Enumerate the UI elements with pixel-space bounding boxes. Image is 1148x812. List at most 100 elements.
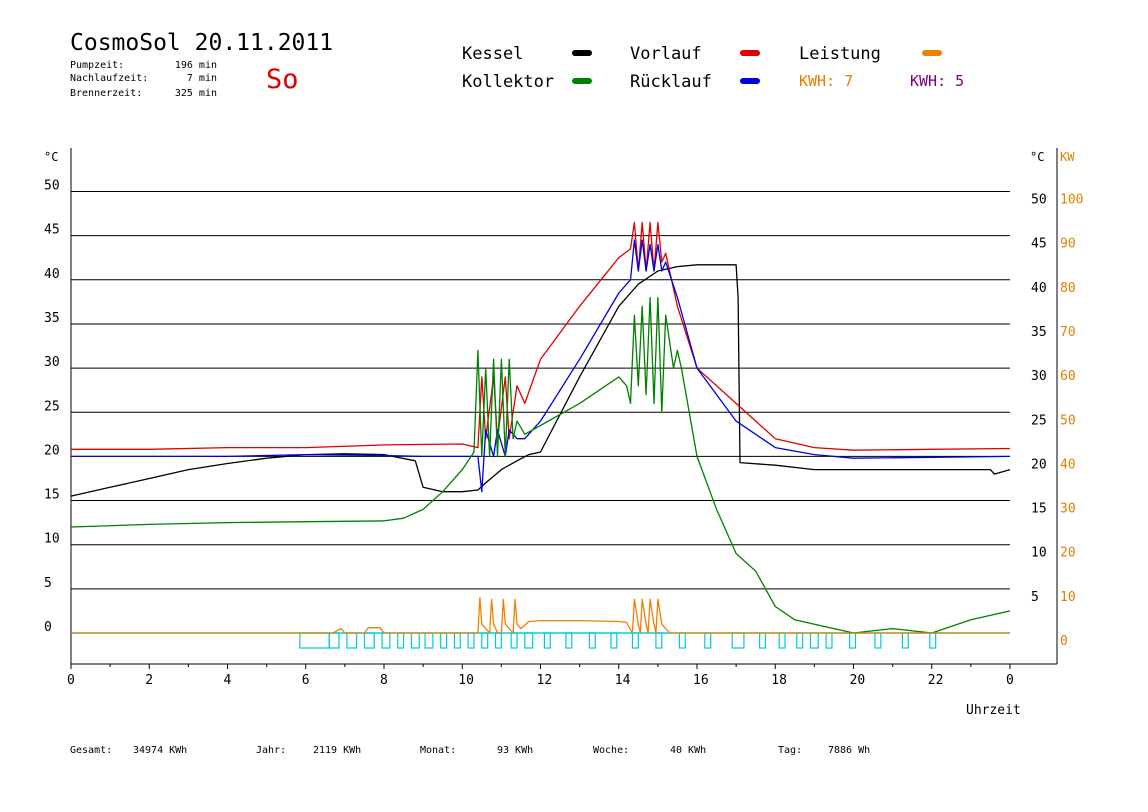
y-axis-right: 5 10 15 20 25 30 35 40 45 50 xyxy=(1031,193,1047,605)
pump-on-marker xyxy=(655,632,663,649)
y-tick-label-right: 40 xyxy=(1031,281,1047,296)
pump-on-marker xyxy=(631,632,639,649)
legend-label-leistung: Leistung xyxy=(799,44,881,64)
legend-label-ruecklauf: Rücklauf xyxy=(630,72,712,92)
pump-on-marker xyxy=(758,632,767,649)
kw-tick-label: 30 xyxy=(1060,502,1076,517)
pump-on-marker xyxy=(410,632,420,649)
x-axis-label: Uhrzeit xyxy=(966,703,1021,718)
pump-on-marker xyxy=(440,632,448,649)
footer-woche-label: Woche: xyxy=(593,745,629,756)
y-tick-label: 5 xyxy=(44,576,52,591)
x-tick-label: 20 xyxy=(850,673,866,688)
legend-swatch-vorlauf xyxy=(740,50,760,56)
footer-gesamt-value: 34974 KWh xyxy=(133,745,187,756)
pump-on-marker xyxy=(678,632,686,649)
x-tick-label: 14 xyxy=(615,673,631,688)
y-tick-label-right: 50 xyxy=(1031,193,1047,208)
footer-tag-value: 7886 Wh xyxy=(828,745,870,756)
pump-on-marker xyxy=(901,632,909,649)
pump-on-marker xyxy=(467,632,475,649)
kw-tick-label: 60 xyxy=(1060,369,1076,384)
legend-label-kollektor: Kollektor xyxy=(462,72,554,92)
kw-tick-label: 20 xyxy=(1060,546,1076,561)
y-tick-label: 50 xyxy=(44,179,60,194)
left-axis-unit: °C xyxy=(44,150,58,164)
pump-on-marker xyxy=(543,632,551,649)
stat-label: Nachlaufzeit: xyxy=(70,73,148,84)
pump-on-marker xyxy=(809,632,819,649)
pump-on-marker xyxy=(704,632,712,649)
y-tick-label: 20 xyxy=(44,443,60,458)
pump-on-marker xyxy=(510,632,518,649)
kw-tick-label: 40 xyxy=(1060,457,1076,472)
footer-jahr-value: 2119 KWh xyxy=(313,745,361,756)
y-tick-label-right: 30 xyxy=(1031,369,1047,384)
y-tick-label: 40 xyxy=(44,267,60,282)
pump-on-marker xyxy=(453,632,461,649)
kw-tick-label: 70 xyxy=(1060,325,1076,340)
legend-label-vorlauf: Vorlauf xyxy=(630,44,702,64)
kw-tick-label: 0 xyxy=(1060,634,1068,649)
pump-on-marker xyxy=(565,632,573,649)
y-tick-label: 35 xyxy=(44,311,60,326)
y-tick-label-right: 35 xyxy=(1031,325,1047,340)
legend: Kessel Vorlauf Leistung Kollektor Rückla… xyxy=(462,44,964,92)
x-tick-label: 2 xyxy=(145,673,153,688)
footer-woche-value: 40 KWh xyxy=(670,745,706,756)
pump-on-marker xyxy=(363,632,375,649)
legend-swatch-kessel xyxy=(572,50,592,56)
stat-value: 7 min xyxy=(187,73,217,84)
kw-tick-label: 80 xyxy=(1060,281,1076,296)
series-line-leistung xyxy=(71,597,1010,634)
pump-on-marker xyxy=(346,632,358,649)
x-axis: 0 2 4 6 8 10 12 14 16 18 20 22 0 xyxy=(67,664,1014,688)
y-tick-label-right: 5 xyxy=(1031,590,1039,605)
legend-swatch-kollektor xyxy=(572,78,592,84)
y-tick-label-right: 20 xyxy=(1031,457,1047,472)
pump-on-marker xyxy=(424,632,434,649)
footer-jahr-label: Jahr: xyxy=(256,745,286,756)
pump-on-marker xyxy=(610,632,618,649)
right-axis-unit-kw: KW xyxy=(1060,150,1075,164)
series-line-ruecklauf xyxy=(71,239,1011,493)
legend-swatch-leistung xyxy=(922,50,942,56)
pump-on-marker xyxy=(929,632,937,649)
legend-label-kessel: Kessel xyxy=(462,44,523,64)
pump-on-marker xyxy=(778,632,786,649)
header-stats: Pumpzeit: 196 min Nachlaufzeit: 7 min Br… xyxy=(70,60,217,99)
stat-label: Pumpzeit: xyxy=(70,60,124,71)
y-axis-kw: 0 10 20 30 40 50 60 70 80 90 100 xyxy=(1060,193,1083,650)
pump-on-marker xyxy=(381,632,391,649)
y-tick-label: 15 xyxy=(44,488,60,503)
chart-title: CosmoSol 20.11.2011 xyxy=(70,30,333,56)
pump-on-marker xyxy=(481,632,489,649)
pump-indicator xyxy=(299,632,937,649)
x-tick-label: 18 xyxy=(771,673,787,688)
stat-label: Brennerzeit: xyxy=(70,88,142,99)
kwh-label-2: KWH: 5 xyxy=(910,72,964,90)
series-line-kollektor xyxy=(70,296,1011,634)
pump-on-marker xyxy=(494,632,502,649)
y-axis-left: 0 5 10 15 20 25 30 35 40 45 50 xyxy=(44,179,60,636)
kw-tick-label: 10 xyxy=(1060,590,1076,605)
x-tick-label: 0 xyxy=(67,673,75,688)
x-tick-label: 4 xyxy=(224,673,232,688)
pump-on-marker xyxy=(328,632,340,649)
y-tick-label-right: 10 xyxy=(1031,546,1047,561)
footer-tag-label: Tag: xyxy=(778,745,802,756)
footer-monat-value: 93 KWh xyxy=(497,745,533,756)
pump-on-marker xyxy=(299,632,330,649)
x-tick-label: 16 xyxy=(693,673,709,688)
kwh-label-1: KWH: 7 xyxy=(799,72,853,90)
y-tick-label: 0 xyxy=(44,620,52,635)
y-tick-label: 10 xyxy=(44,532,60,547)
pump-on-marker xyxy=(524,632,534,649)
pump-on-marker xyxy=(874,632,882,649)
x-tick-label: 22 xyxy=(928,673,944,688)
pump-on-marker xyxy=(397,632,405,649)
x-tick-label: 12 xyxy=(537,673,553,688)
x-tick-label: 0 xyxy=(1006,673,1014,688)
x-tick-label: 8 xyxy=(380,673,388,688)
